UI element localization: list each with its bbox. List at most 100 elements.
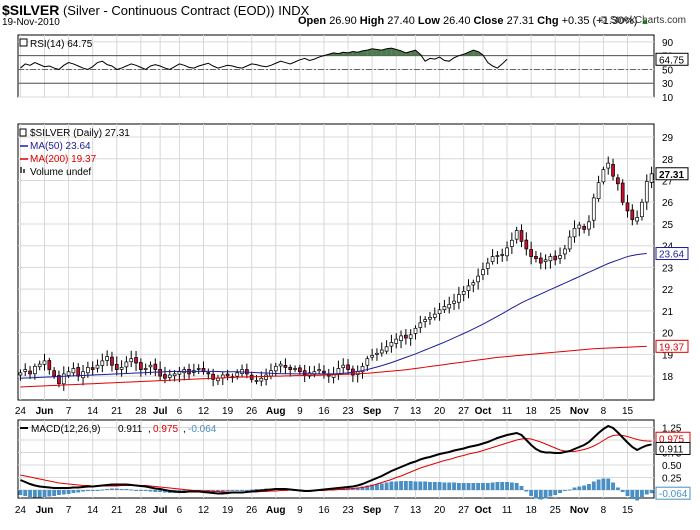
macd-value-tag: 0.911 xyxy=(659,444,684,455)
candle-body xyxy=(384,346,389,352)
price-ytick-label: 18 xyxy=(662,372,674,383)
rsi-overbought-fill xyxy=(352,51,358,56)
macd-hist-bar xyxy=(452,482,456,490)
volume-legend-swatch xyxy=(23,169,25,173)
macd-xtick-label: 27 xyxy=(458,505,470,516)
open-label: Open xyxy=(298,15,327,27)
price-xtick-label: 12 xyxy=(198,406,210,417)
price-xtick-label: 7 xyxy=(393,406,399,417)
rsi-overbought-fill xyxy=(405,51,411,56)
macd-hist-bar xyxy=(500,482,505,490)
macd-xtick-label: 9 xyxy=(297,505,303,516)
candle-body xyxy=(490,256,495,262)
macd-hist-bar xyxy=(384,482,389,490)
candle-body xyxy=(423,319,427,322)
macd-hist-bar xyxy=(23,490,28,496)
ma50-value-tag-box xyxy=(655,247,689,261)
rsi-panel-frame xyxy=(17,34,655,98)
rsi-overbought-fill xyxy=(468,50,474,56)
macd-hist-bar xyxy=(572,487,577,490)
ma200-line xyxy=(20,345,647,388)
candle-body xyxy=(461,290,466,295)
rsi-ytick-label: 50 xyxy=(662,65,674,76)
macd-xtick-label: Jul xyxy=(153,505,168,516)
price-ytick-label: 29 xyxy=(662,133,674,144)
close-label: Close xyxy=(473,15,504,27)
watermark: © StockCharts.com xyxy=(599,15,686,26)
candle-body xyxy=(457,294,461,303)
macd-hist-bar xyxy=(582,485,587,490)
macd-hist-bar xyxy=(428,482,432,490)
candle-body xyxy=(644,181,649,203)
candle-body xyxy=(76,367,81,377)
macd-hist-bar xyxy=(413,481,418,490)
price-xtick-label: Oct xyxy=(475,406,492,417)
candle-body xyxy=(206,372,211,375)
macd-hist-bar xyxy=(423,481,428,490)
price-xtick-label: 11 xyxy=(502,406,513,417)
high-label: High xyxy=(359,15,385,27)
macd-hist-bar xyxy=(220,490,225,492)
candle-body xyxy=(139,362,143,370)
candle-body xyxy=(620,182,625,203)
candle-body xyxy=(379,349,384,354)
price-xtick-label: 18 xyxy=(526,406,538,417)
macd-hist-bar xyxy=(591,481,596,490)
candle-body xyxy=(211,373,215,380)
candle-body xyxy=(548,256,553,262)
candle-body xyxy=(538,257,543,264)
candle-body xyxy=(322,370,326,374)
macd-hist-bar xyxy=(18,490,23,495)
candle-body xyxy=(630,209,635,220)
price-ytick-label: 20 xyxy=(662,329,674,340)
rsi-legend-swatch xyxy=(19,38,28,47)
macd-hist-bar xyxy=(100,489,105,491)
macd-hist-bar xyxy=(466,483,471,490)
price-value-tag-box xyxy=(655,167,689,181)
macd-hist-bar xyxy=(514,483,519,490)
macd-hist-bar xyxy=(640,490,644,497)
macd-xtick-label: 23 xyxy=(342,505,354,516)
macd-hist-bar xyxy=(543,490,548,499)
macd-hist-bar xyxy=(644,490,649,495)
macd-xtick-label: 24 xyxy=(15,505,27,516)
macd-hist-bar xyxy=(432,482,437,490)
ma200-value-tag: 19.37 xyxy=(659,342,684,353)
candle-body xyxy=(413,327,418,334)
candle-body xyxy=(298,367,302,373)
macd-hist-bar xyxy=(85,490,90,491)
close-value: 27.31 xyxy=(506,15,535,27)
macd-hist-bar xyxy=(509,482,514,490)
open-value: 26.90 xyxy=(329,15,357,27)
macd-xtick-label: 15 xyxy=(622,505,634,516)
candle-body xyxy=(476,275,480,283)
price-xtick-label: 13 xyxy=(410,406,422,417)
macd-hist-bar xyxy=(153,490,158,492)
macd-hist-bar xyxy=(37,490,42,498)
macd-hist-bar xyxy=(52,490,57,496)
macd-hist-bar xyxy=(567,489,572,491)
high-value: 27.40 xyxy=(387,15,415,27)
candle-body xyxy=(61,373,66,385)
macd-hist-bar xyxy=(519,486,524,490)
macd-xtick-label: 8 xyxy=(601,505,607,516)
candle-body xyxy=(582,226,586,230)
rsi-overbought-fill xyxy=(391,48,397,56)
candle-body xyxy=(114,364,119,370)
candle-body xyxy=(317,369,321,372)
price-ytick-label: 25 xyxy=(662,220,674,231)
candle-body xyxy=(57,375,61,385)
macd-xtick-label: 6 xyxy=(177,505,183,516)
macd-hist-bar xyxy=(114,488,119,490)
macd-xtick-label: 7 xyxy=(393,505,399,516)
macd-hist-bar xyxy=(249,489,254,491)
candle-body xyxy=(37,363,42,368)
rsi-ytick-label: 10 xyxy=(662,93,674,104)
macd-hist-bar xyxy=(471,483,476,490)
ma200-legend-label: MA(200) 19.37 xyxy=(30,154,97,165)
macd-hist-bar xyxy=(32,490,37,498)
candle-body xyxy=(86,367,90,374)
rsi-value-tag-box xyxy=(655,52,689,66)
macd-hist-bar xyxy=(611,482,615,490)
chart-date: 19-Nov-2010 xyxy=(2,17,60,28)
